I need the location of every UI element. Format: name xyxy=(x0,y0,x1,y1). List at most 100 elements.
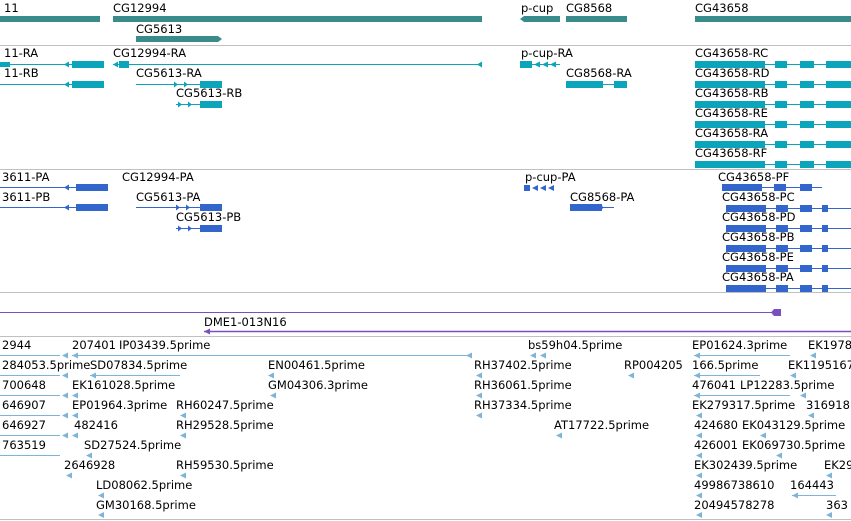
est-label[interactable]: RH60247.5prime xyxy=(176,398,274,412)
est-feature[interactable] xyxy=(180,472,186,479)
est-label[interactable]: EK1195167 xyxy=(788,358,851,372)
clone-feature[interactable] xyxy=(0,309,781,316)
gene-feature[interactable] xyxy=(695,16,851,22)
est-feature[interactable] xyxy=(90,372,180,379)
transcript-label[interactable]: CG8568-RA xyxy=(566,66,632,80)
est-label[interactable]: RH29528.5prime xyxy=(176,418,274,432)
est-feature[interactable] xyxy=(0,392,68,399)
est-feature[interactable] xyxy=(0,352,68,359)
protein-label[interactable]: CG43658-PA xyxy=(722,270,794,284)
protein-label[interactable]: CG43658-PF xyxy=(718,170,789,184)
transcript-label[interactable]: CG43658-RF xyxy=(695,146,767,160)
est-feature[interactable] xyxy=(72,392,78,399)
est-feature[interactable] xyxy=(268,372,274,379)
transcript-label[interactable]: CG43658-RE xyxy=(695,106,768,120)
est-feature[interactable] xyxy=(696,472,702,479)
est-feature[interactable] xyxy=(72,352,472,359)
est-label[interactable]: EK302439.5prime xyxy=(694,458,797,472)
est-label[interactable]: EP01964.3prime xyxy=(72,398,167,412)
transcript-feature[interactable] xyxy=(0,81,104,88)
transcript-feature[interactable] xyxy=(695,141,851,148)
gene-label[interactable]: CG12994 xyxy=(113,1,167,15)
transcript-feature[interactable] xyxy=(520,61,560,68)
est-label[interactable]: 166.5prime xyxy=(692,358,758,372)
est-feature[interactable] xyxy=(696,412,702,419)
transcript-label[interactable]: CG43658-RB xyxy=(695,86,769,100)
est-label[interactable]: 2646928 xyxy=(64,458,115,472)
protein-feature[interactable] xyxy=(136,204,222,211)
gene-feature[interactable] xyxy=(113,16,482,22)
protein-label[interactable]: 3611-PB xyxy=(2,190,50,204)
est-label[interactable]: 363 xyxy=(826,498,848,512)
est-label[interactable]: EK161028.5prime xyxy=(72,378,175,392)
est-feature[interactable] xyxy=(696,452,702,459)
gene-label[interactable]: 11 xyxy=(4,1,19,15)
transcript-label[interactable]: CG12994-RA xyxy=(113,46,186,60)
est-label[interactable]: SD07834.5prime xyxy=(90,358,187,372)
transcript-feature[interactable] xyxy=(695,61,851,68)
est-feature[interactable] xyxy=(790,372,796,379)
est-feature[interactable] xyxy=(628,372,634,379)
est-feature[interactable] xyxy=(826,472,832,479)
protein-feature[interactable] xyxy=(524,185,554,191)
est-label[interactable]: 426001 xyxy=(694,438,738,452)
est-label[interactable]: RH37334.5prime xyxy=(474,398,572,412)
est-label[interactable]: EK1978 xyxy=(808,338,851,352)
est-feature[interactable] xyxy=(86,452,92,459)
transcript-feature[interactable] xyxy=(566,81,627,88)
est-feature[interactable] xyxy=(180,432,186,439)
est-label[interactable]: GM30168.5prime xyxy=(96,498,196,512)
gene-label[interactable]: CG5613 xyxy=(136,22,182,36)
transcript-label[interactable]: CG43658-RC xyxy=(695,46,768,60)
protein-label[interactable]: 3611-PA xyxy=(2,170,50,184)
est-label[interactable]: AT17722.5prime xyxy=(554,418,649,432)
est-feature[interactable] xyxy=(476,412,482,419)
est-label[interactable]: 646927 xyxy=(2,418,46,432)
protein-feature[interactable] xyxy=(726,265,851,272)
est-feature[interactable] xyxy=(72,432,78,439)
est-label[interactable]: IP03439.5prime xyxy=(119,338,210,352)
protein-feature[interactable] xyxy=(0,184,108,191)
transcript-label[interactable]: 11-RA xyxy=(4,46,38,60)
transcript-label[interactable]: CG5613-RA xyxy=(136,66,202,80)
est-feature[interactable] xyxy=(826,512,832,518)
transcript-label[interactable]: CG43658-RA xyxy=(695,126,768,140)
est-label[interactable]: 284053.5prime xyxy=(2,358,90,372)
est-label[interactable]: 207401 xyxy=(72,338,116,352)
protein-label[interactable]: CG43658-PD xyxy=(722,210,796,224)
est-label[interactable]: RH36061.5prime xyxy=(474,378,572,392)
protein-feature[interactable] xyxy=(726,245,851,252)
transcript-feature[interactable] xyxy=(136,81,222,88)
est-label[interactable]: LP12283.5prime xyxy=(740,378,834,392)
protein-feature[interactable] xyxy=(176,225,222,232)
transcript-feature[interactable] xyxy=(695,101,851,108)
est-feature[interactable] xyxy=(530,352,546,359)
transcript-label[interactable]: CG43658-RD xyxy=(695,66,770,80)
protein-feature[interactable] xyxy=(726,225,851,232)
est-feature[interactable] xyxy=(792,492,836,499)
est-feature[interactable] xyxy=(0,412,68,419)
protein-feature[interactable] xyxy=(0,204,108,211)
protein-label[interactable]: CG5613-PA xyxy=(136,190,201,204)
est-label[interactable]: RH37402.5prime xyxy=(474,358,572,372)
transcript-feature[interactable] xyxy=(695,121,851,128)
est-label[interactable]: 424680 xyxy=(694,418,738,432)
est-label[interactable]: EP01624.3prime xyxy=(692,338,787,352)
protein-label[interactable]: CG43658-PE xyxy=(722,250,794,264)
est-label[interactable]: 2944 xyxy=(2,338,31,352)
est-feature[interactable] xyxy=(694,392,790,399)
est-feature[interactable] xyxy=(776,452,782,459)
transcript-label[interactable]: CG5613-RB xyxy=(176,86,242,100)
est-feature[interactable] xyxy=(696,492,702,499)
est-label[interactable]: EK29 xyxy=(824,458,851,472)
clone-feature[interactable] xyxy=(204,328,851,335)
est-feature[interactable] xyxy=(556,432,562,439)
est-feature[interactable] xyxy=(476,372,482,379)
est-label[interactable]: EK069730.5prime xyxy=(742,438,845,452)
transcript-label[interactable]: p-cup-RA xyxy=(521,46,573,60)
est-feature[interactable] xyxy=(98,492,104,499)
est-label[interactable]: 482416 xyxy=(74,418,118,432)
protein-label[interactable]: CG43658-PB xyxy=(722,230,795,244)
est-label[interactable]: 20494578278 xyxy=(694,498,774,512)
est-feature[interactable] xyxy=(696,512,702,518)
